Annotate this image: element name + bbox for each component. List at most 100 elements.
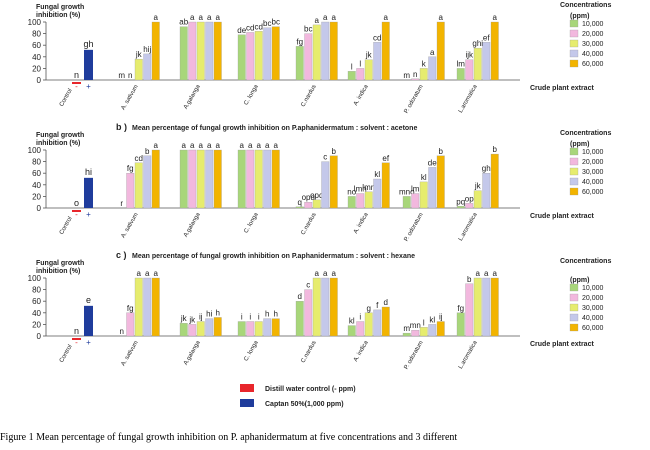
y-tick-label: 20 (32, 192, 41, 201)
bar (188, 324, 197, 337)
bar-letter: a (323, 269, 328, 278)
bar (364, 59, 373, 81)
bar (213, 149, 222, 209)
bar-letter: h (265, 310, 269, 319)
y-tick-label: 20 (32, 64, 41, 73)
bar (419, 327, 428, 337)
control-legend-swatch (240, 399, 254, 407)
control-sign-label: + (86, 82, 91, 91)
bar (304, 33, 313, 81)
bar-letter: a (315, 16, 320, 25)
control-sign-label: + (86, 210, 91, 219)
bar-letter: jk (188, 315, 196, 324)
bar-letter: a (199, 141, 204, 150)
legend-title: Concentrations (560, 130, 611, 137)
bar-letter: bc (263, 19, 271, 28)
bar-letter: fg (127, 304, 134, 313)
bar (213, 21, 222, 81)
bar-letter: cd (246, 23, 254, 32)
bar (237, 34, 246, 81)
x-axis-title: Crude plant extract (530, 341, 594, 348)
bar (465, 59, 474, 81)
bar (143, 277, 152, 337)
bar-letter: a (216, 141, 221, 150)
bar-letter: c (306, 281, 310, 290)
bar-letter: i (241, 313, 243, 322)
bar (143, 53, 152, 81)
y-axis-label: Fungal growth (36, 132, 84, 139)
bar (456, 312, 465, 337)
x-category-label: L.aromatica (458, 83, 479, 114)
control-letter: hi (85, 167, 92, 177)
bar (254, 149, 263, 209)
legend-entry-label: 10,000 (582, 149, 604, 156)
x-category-label: C.nardus (300, 212, 317, 236)
bar (473, 47, 482, 81)
bar (373, 309, 382, 337)
bar-letter: lm (457, 59, 466, 68)
bar-letter: pq (456, 197, 465, 206)
bar-letter: a (154, 141, 159, 150)
bar (134, 162, 143, 209)
legend-swatch (569, 177, 579, 186)
bar (482, 42, 491, 81)
bar-letter: i (258, 313, 260, 322)
x-category-label: A.galanga (183, 211, 202, 238)
x-category-label: P. odoratum (404, 340, 425, 371)
x-category-label: C. longa (243, 211, 260, 234)
bar (490, 153, 499, 209)
control-letter: n (74, 70, 79, 80)
bar (356, 321, 365, 337)
bar-letter: kl (421, 173, 427, 182)
bar-letter: i (359, 313, 361, 322)
bar (373, 42, 382, 81)
bar-letter: ef (382, 154, 389, 163)
bar-letter: a (145, 269, 150, 278)
bar-letter: n (120, 327, 124, 336)
bar-letter: a (216, 13, 221, 22)
legend-swatch (569, 49, 579, 58)
bar (263, 149, 272, 209)
bar-letter: jk (180, 314, 188, 323)
bar-letter: ghi (472, 39, 483, 48)
y-tick-label: 0 (37, 76, 42, 85)
y-tick-label: 60 (32, 41, 41, 50)
legend-unit: (ppm) (570, 277, 589, 284)
bar-letter: a (332, 13, 337, 22)
bar-letter: a (207, 13, 212, 22)
legend-entry-label: 60,000 (582, 61, 604, 68)
bar (329, 277, 338, 337)
bar (312, 277, 321, 337)
x-category-label: C. longa (243, 339, 260, 362)
panel-letter: b ) (116, 122, 127, 132)
y-axis-label: inhibition (%) (36, 140, 80, 147)
bar-letter: a (384, 13, 389, 22)
bar-letter: mno (399, 187, 415, 196)
bar-letter: h (274, 310, 278, 319)
bar (490, 277, 499, 337)
bar-letter: d (298, 292, 302, 301)
bar-letter: lm (411, 185, 420, 194)
bar-letter: a (154, 269, 159, 278)
bar-letter: hij (143, 45, 151, 54)
bar-letter: a (190, 13, 195, 22)
legend-entry-label: 40,000 (582, 179, 604, 186)
legend-swatch (569, 187, 579, 196)
bar-letter: kl (349, 317, 355, 326)
bar (347, 196, 356, 209)
control-sign-label: - (75, 210, 78, 219)
y-tick-label: 60 (32, 297, 41, 306)
bar-letter: a (493, 269, 498, 278)
bar-letter: a (493, 13, 498, 22)
x-category-label: A. sativum (121, 212, 140, 239)
y-tick-label: 80 (32, 286, 41, 295)
control-sign-label: + (86, 338, 91, 347)
bar (411, 78, 420, 81)
legend-entry-label: 60,000 (582, 325, 604, 332)
bar (237, 149, 246, 209)
legend-swatch (569, 323, 579, 332)
bar (246, 32, 255, 81)
bar (188, 149, 197, 209)
control-bar-negative (72, 210, 81, 212)
control-sign-label: - (75, 82, 78, 91)
